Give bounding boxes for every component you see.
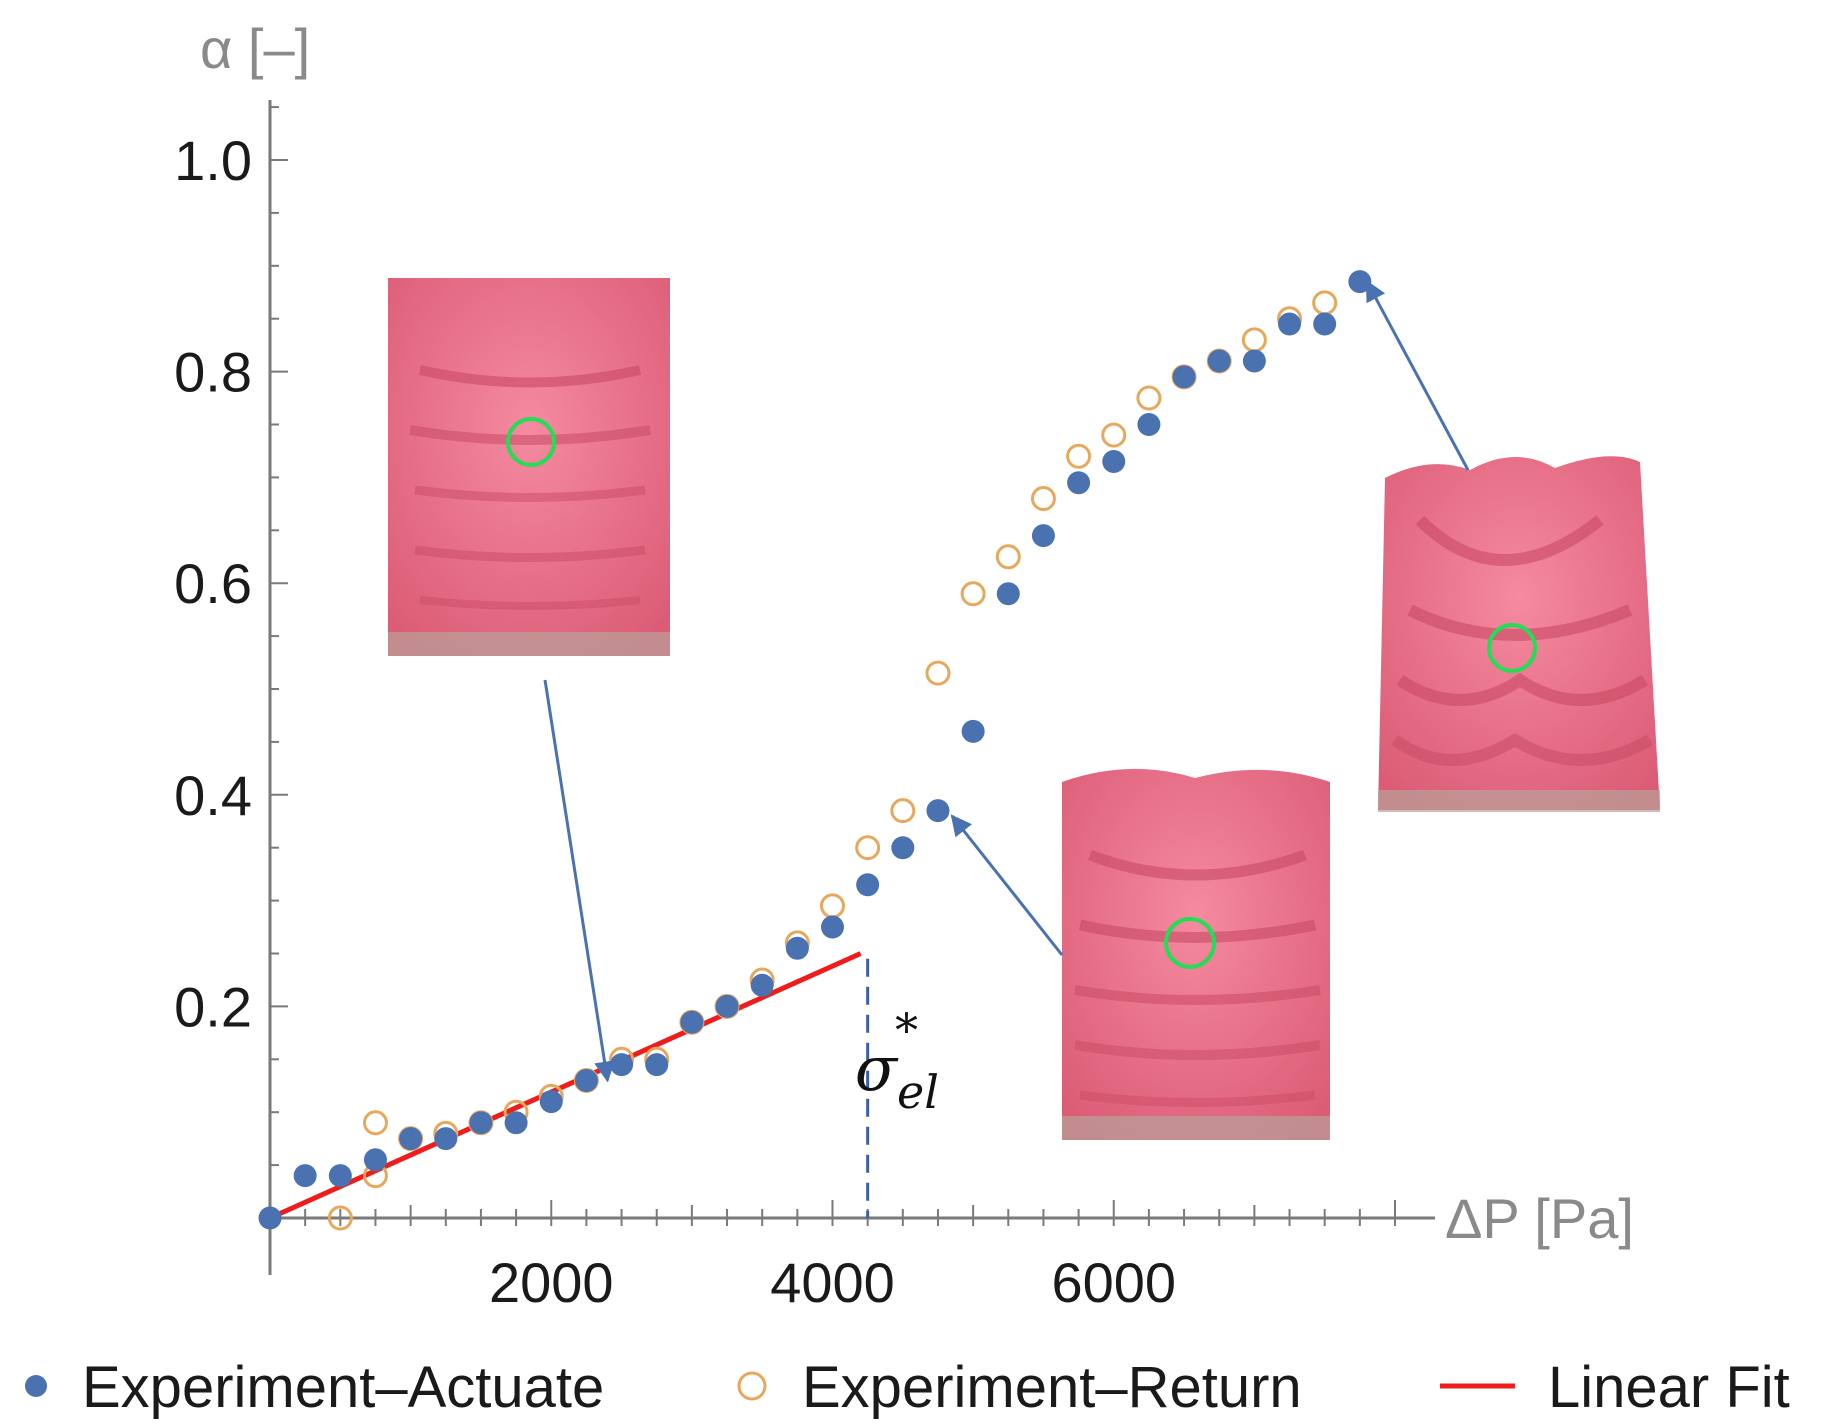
- actuate-point: [504, 1111, 528, 1135]
- return-point: [960, 581, 986, 607]
- return-point: [327, 1205, 353, 1231]
- y-tick-label: 0.2: [174, 975, 252, 1038]
- actuate-point: [399, 1127, 423, 1151]
- return-point: [1066, 443, 1092, 469]
- actuate-point: [750, 973, 774, 997]
- actuate-point: [645, 1053, 669, 1077]
- y-tick-label: 0.6: [174, 552, 252, 615]
- return-point: [890, 798, 916, 824]
- x-minor-ticks: [269, 1200, 1396, 1226]
- sample-image-low: [388, 278, 670, 656]
- return-point: [1136, 385, 1162, 411]
- actuate-point: [715, 994, 739, 1018]
- x-tick-label: 4000: [770, 1251, 895, 1314]
- return-point: [1241, 327, 1267, 353]
- actuate-point: [1242, 349, 1266, 373]
- actuate-point: [539, 1090, 563, 1114]
- actuate-point: [574, 1068, 598, 1092]
- y-minor-ticks: [270, 53, 288, 1167]
- sigma-symbol: σ: [855, 1032, 899, 1105]
- return-point: [1312, 290, 1338, 316]
- actuate-point: [1067, 471, 1091, 495]
- actuate-point: [1031, 524, 1055, 548]
- actuate-point: [891, 836, 915, 860]
- return-point: [995, 544, 1021, 570]
- legend-return-marker: [737, 1371, 767, 1401]
- legend-actuate-marker: [25, 1375, 47, 1397]
- actuate-point: [856, 873, 880, 897]
- linear-fit-line: [268, 951, 862, 1221]
- actuate-point: [469, 1111, 493, 1135]
- actuate-point: [434, 1127, 458, 1151]
- x-tick-label: 6000: [1051, 1251, 1176, 1314]
- actuate-point: [1172, 365, 1196, 389]
- x-tick-label: 2000: [489, 1251, 614, 1314]
- actuate-point: [328, 1164, 352, 1188]
- actuate-point: [996, 582, 1020, 606]
- arrow-mid: [950, 814, 1064, 956]
- return-point: [925, 660, 951, 686]
- x-tick-labels: 2000 4000 6000: [489, 1251, 1176, 1314]
- actuate-point: [680, 1010, 704, 1034]
- inset-arrows: [543, 279, 1470, 1083]
- actuate-point: [258, 1206, 282, 1230]
- legend: Experiment–Actuate Experiment–Return Lin…: [25, 1355, 1790, 1420]
- actuate-point: [1348, 270, 1372, 294]
- y-tick-label: 1.0: [174, 129, 252, 192]
- elastic-limit-annotation: σel *: [855, 958, 939, 1218]
- actuate-point: [610, 1053, 634, 1077]
- return-point: [1101, 422, 1127, 448]
- arrow-low: [543, 679, 615, 1083]
- actuate-series: [258, 270, 1372, 1230]
- actuate-point: [363, 1148, 387, 1172]
- actuate-point: [1313, 312, 1337, 336]
- return-point: [855, 835, 881, 861]
- return-point: [362, 1110, 388, 1136]
- legend-fit-label: Linear Fit: [1548, 1355, 1790, 1420]
- actuate-point: [293, 1164, 317, 1188]
- arrow-high: [1365, 279, 1470, 471]
- linear-fit-series: [268, 951, 862, 1221]
- x-axis-title: ΔP [Pa]: [1445, 1187, 1634, 1250]
- y-tick-label: 0.4: [174, 764, 252, 827]
- y-tick-label: 0.8: [174, 341, 252, 404]
- actuate-point: [961, 719, 985, 743]
- actuate-point: [926, 799, 950, 823]
- legend-actuate-label: Experiment–Actuate: [82, 1355, 604, 1420]
- y-axis-title: α [–]: [200, 17, 310, 80]
- actuate-point: [785, 936, 809, 960]
- legend-return-label: Experiment–Return: [802, 1355, 1302, 1420]
- sigma-el-label: σel *: [855, 1003, 939, 1119]
- sample-image-high: [1378, 456, 1660, 812]
- axes: 0.2 0.4 0.6 0.8 1.0 2000 4000 6000 α [–] ΔP [P…: [174, 17, 1634, 1314]
- actuate-point: [1207, 349, 1231, 373]
- sigma-superscript: *: [895, 1003, 918, 1057]
- actuate-point: [1137, 413, 1161, 436]
- y-tick-labels: 0.2 0.4 0.6 0.8 1.0: [174, 129, 252, 1038]
- return-point: [820, 893, 845, 919]
- actuate-point: [1278, 312, 1302, 336]
- actuate-point: [821, 915, 844, 939]
- actuate-point: [1102, 450, 1126, 474]
- return-point: [1030, 486, 1056, 512]
- sample-image-mid: [1062, 768, 1330, 1140]
- sigma-subscript: el: [897, 1065, 939, 1119]
